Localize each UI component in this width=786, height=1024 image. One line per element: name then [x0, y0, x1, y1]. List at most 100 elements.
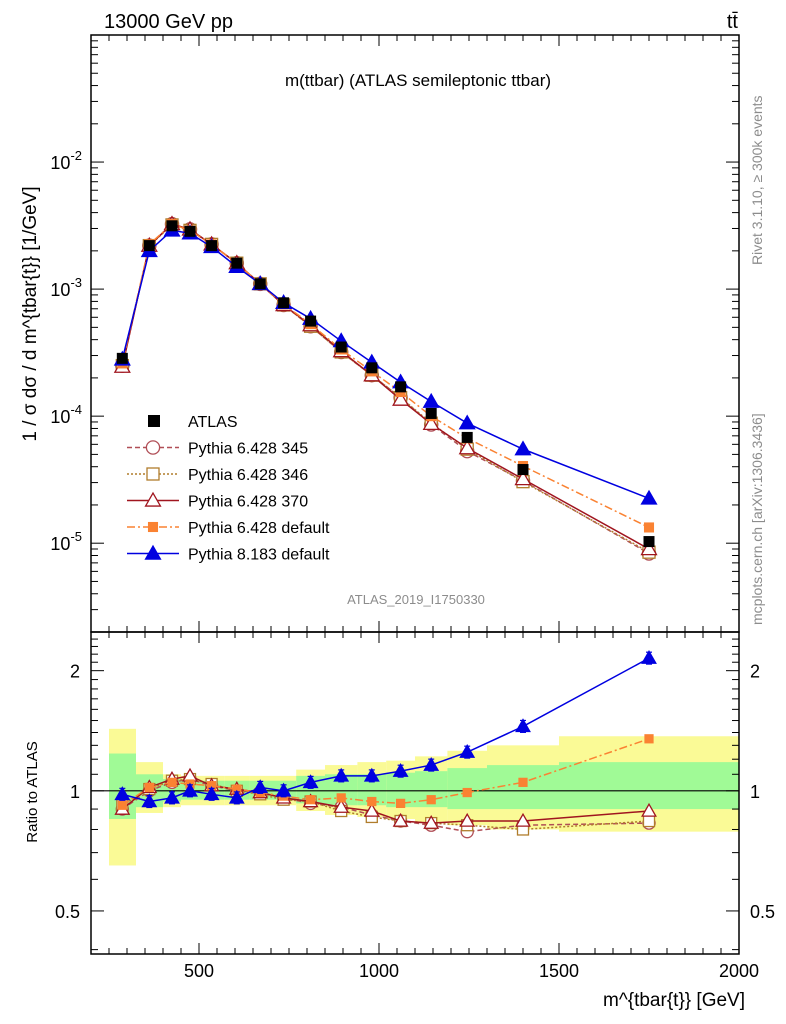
atlas-data-point — [184, 225, 196, 237]
header-left-label: 13000 GeV pp — [104, 11, 233, 33]
legend-entry: ATLAS — [148, 414, 238, 431]
series-point — [640, 489, 658, 505]
series-ratio-point — [203, 786, 220, 801]
series-ratio-point — [252, 779, 269, 794]
series-point — [514, 470, 532, 486]
rivet-version-label: Rivet 3.1.10, ≥ 300k events — [749, 95, 765, 265]
legend-entry: Pythia 6.428 370 — [127, 491, 308, 511]
atlas-data-point — [643, 536, 655, 548]
x-tick-label: 1500 — [539, 961, 579, 981]
legend-entry: Pythia 6.428 345 — [127, 440, 308, 458]
series-ratio-point — [302, 774, 319, 789]
ratio-tick-label-left: 1 — [70, 782, 80, 802]
atlas-data-point — [425, 407, 437, 419]
series-point — [458, 414, 476, 430]
series-ratio-point — [228, 789, 245, 804]
axes: 500 1000 1500 2000 10-5 10-4 10-3 10-2 0.5 0.5 1 1 2… — [50, 34, 775, 981]
ratio-y-axis-label: Ratio to ATLAS — [24, 741, 41, 842]
main-y-axis-label: 1 / σ dσ / d m^{tbar{t}} [1/GeV] — [20, 186, 41, 441]
series-ratio-point — [167, 777, 177, 787]
series-point — [458, 439, 476, 455]
legend-label: ATLAS — [188, 414, 238, 431]
legend-entry: Pythia 6.428 346 — [127, 467, 308, 484]
series-ratio-point — [144, 782, 154, 792]
series-ratio-point — [232, 784, 242, 794]
series-ratio-point — [117, 800, 127, 810]
atlas-data-point — [366, 362, 378, 374]
legend-label: Pythia 8.183 default — [188, 547, 330, 564]
ratio-tick-label-right: 0.5 — [750, 902, 775, 922]
x-tick-label: 500 — [184, 961, 214, 981]
atlas-data-point — [461, 431, 473, 443]
atlas-data-point — [231, 257, 243, 269]
atlas-data-point — [206, 240, 218, 252]
series-ratio-point — [164, 789, 180, 804]
series-line-ratio — [121, 778, 650, 833]
series-ratio-point — [462, 787, 472, 798]
legend-entry: Pythia 6.428 default — [127, 520, 330, 537]
legend-label: Pythia 6.428 370 — [188, 494, 308, 511]
series-point — [514, 440, 532, 456]
chart-title: m(ttbar) (ATLAS semileptonic ttbar) — [285, 71, 551, 90]
legend-label: Pythia 6.428 346 — [188, 467, 308, 484]
series-point — [422, 392, 440, 408]
series-ratio-point — [333, 767, 350, 782]
series-ratio-point — [644, 734, 654, 744]
series-line-ratio — [121, 738, 650, 806]
series-line-ratio — [121, 778, 650, 831]
series-ratio-point — [426, 795, 436, 805]
series-point — [640, 540, 658, 556]
series-ratio-point — [515, 812, 531, 827]
legend-marker — [147, 521, 159, 533]
series-ratio-point — [363, 767, 380, 782]
y-tick-label: 10-3 — [50, 275, 82, 300]
series-line-ratio — [121, 775, 650, 824]
atlas-data-point — [305, 315, 317, 327]
series-ratio-point — [333, 799, 350, 813]
band-inner-bin — [559, 762, 739, 810]
series-ratio-point — [641, 802, 657, 817]
series-ratio-point — [641, 650, 657, 664]
legend-marker — [144, 544, 162, 560]
series-ratio-point — [336, 793, 346, 803]
series-point — [643, 522, 655, 533]
legend-marker — [145, 440, 161, 455]
analysis-watermark: ATLAS_2019_I1750330 — [347, 592, 485, 607]
series-ratio-point — [642, 814, 656, 828]
series-ratio-point — [206, 781, 217, 791]
legend-marker — [144, 491, 162, 507]
legend-marker — [148, 415, 160, 427]
atlas-data-point — [395, 381, 407, 393]
series-line-main — [121, 229, 650, 500]
y-tick-label: 10-5 — [50, 529, 82, 554]
series-ratio-point — [459, 744, 476, 758]
atlas-data-point — [254, 278, 266, 290]
atlas-data-point — [166, 220, 178, 232]
series-ratio-point — [363, 802, 380, 817]
series-line-ratio — [122, 657, 650, 803]
series-point — [392, 390, 410, 406]
ratio-tick-label-right: 2 — [750, 662, 760, 682]
ratio-tick-label-left: 2 — [70, 662, 80, 682]
y-tick-label: 10-2 — [50, 148, 82, 173]
series-line-main — [121, 223, 650, 529]
main-series — [113, 215, 658, 561]
atlas-data-point — [517, 464, 529, 476]
ratio-series — [91, 650, 739, 839]
legend-label: Pythia 6.428 default — [188, 520, 330, 537]
ratio-uncertainty-band — [109, 728, 739, 866]
series-ratio-point — [305, 795, 316, 805]
atlas-data-point — [143, 240, 155, 252]
x-axis-label: m^{tbar{t}} [GeV] — [603, 990, 745, 1011]
series-ratio-point — [392, 763, 409, 777]
legend: ATLAS Pythia 6.428 345 Pythia 6.428 346 Pyt… — [127, 414, 330, 564]
y-tick-label: 10-4 — [50, 402, 82, 427]
ratio-tick-label-right: 1 — [750, 782, 760, 802]
series-ratio-point — [392, 812, 409, 827]
x-tick-label: 1000 — [359, 961, 399, 981]
series-ratio-point — [182, 782, 198, 797]
mcplots-label: mcplots.cern.ch [arXiv:1306.3436] — [749, 413, 765, 625]
series-ratio-point — [423, 814, 440, 829]
series-ratio-point — [114, 786, 131, 801]
